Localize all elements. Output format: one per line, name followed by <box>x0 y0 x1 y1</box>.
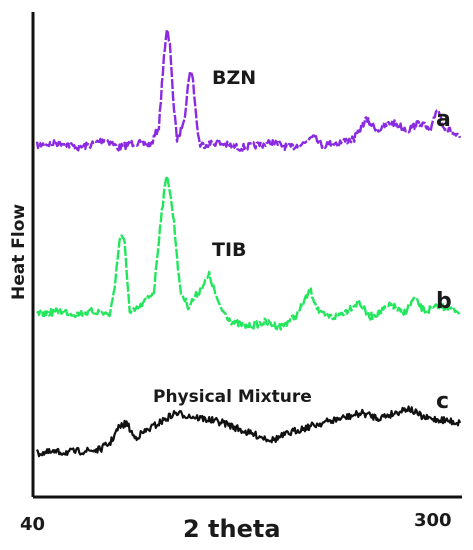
series-name-physical-mixture: Physical Mixture <box>153 387 312 407</box>
series-letter-a: a <box>436 107 451 132</box>
y-axis-title: Heat Flow <box>9 204 29 300</box>
x-tick-label-300: 300 <box>414 510 452 531</box>
x-axis-title: 2 theta <box>183 515 281 543</box>
series-line-physical-mixture <box>35 405 462 458</box>
x-tick-label-40: 40 <box>20 514 45 535</box>
series-letter-b: b <box>436 289 452 314</box>
series-line-tib <box>36 175 462 331</box>
series-line-bzn <box>35 28 462 152</box>
plot-area <box>35 28 462 458</box>
series-name-bzn: BZN <box>212 67 256 89</box>
series-letter-c: c <box>436 389 449 414</box>
series-name-tib: TIB <box>212 239 247 261</box>
